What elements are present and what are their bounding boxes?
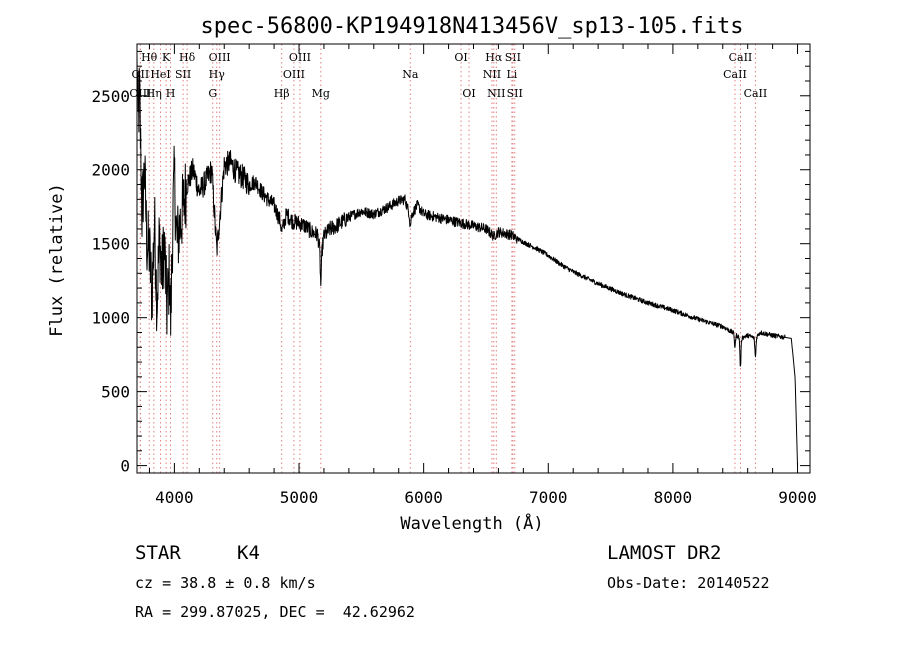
line-marker-label: HeI bbox=[150, 68, 170, 81]
subclass: K4 bbox=[237, 542, 260, 564]
x-tick-label: 4000 bbox=[155, 488, 194, 507]
survey-name: LAMOST DR2 bbox=[607, 542, 722, 564]
line-marker-label: Hα bbox=[485, 51, 503, 64]
x-axis-ticks: 4000 5000 6000 7000 8000 9000 bbox=[148, 44, 817, 507]
line-marker-label: SII bbox=[507, 87, 523, 100]
line-marker-label: K bbox=[162, 51, 171, 64]
line-marker-label: Mg bbox=[312, 87, 330, 100]
line-marker-label: Hβ bbox=[274, 87, 290, 100]
spectrum-line bbox=[136, 54, 798, 466]
line-marker-label: NII bbox=[487, 87, 505, 100]
line-marker-label: Hη bbox=[146, 87, 162, 100]
spectrum-layer bbox=[136, 54, 798, 466]
line-marker-label: G bbox=[208, 87, 217, 100]
line-marker-label: OI bbox=[462, 87, 475, 100]
line-marker-label: OIII bbox=[283, 68, 305, 81]
y-tick-label: 500 bbox=[101, 383, 130, 402]
line-marker-label: OIII bbox=[209, 51, 231, 64]
line-marker-label: CaII bbox=[744, 87, 768, 100]
line-marker-label: Li bbox=[506, 68, 517, 81]
line-marker-label: SII bbox=[175, 68, 191, 81]
y-axis-ticks: 0 500 1000 1500 2000 2500 bbox=[91, 50, 810, 476]
line-marker-label: Hγ bbox=[209, 68, 226, 81]
y-tick-label: 2000 bbox=[91, 161, 130, 180]
y-tick-label: 0 bbox=[120, 457, 130, 476]
redshift-readout: cz = 38.8 ± 0.8 km/s bbox=[135, 574, 316, 592]
y-tick-label: 1000 bbox=[91, 309, 130, 328]
line-marker-label: CaII bbox=[729, 51, 753, 64]
x-tick-label: 5000 bbox=[280, 488, 319, 507]
x-tick-label: 9000 bbox=[778, 488, 817, 507]
x-tick-label: 6000 bbox=[404, 488, 443, 507]
chart-title: spec-56800-KP194918N413456V_sp13-105.fit… bbox=[200, 14, 743, 39]
line-marker-label: OI bbox=[454, 51, 467, 64]
line-marker-label: H bbox=[166, 87, 176, 100]
y-tick-label: 2500 bbox=[91, 87, 130, 106]
plot-frame bbox=[136, 43, 811, 474]
object-class: STAR bbox=[135, 542, 181, 564]
coordinates-readout: RA = 299.87025, DEC = 42.62962 bbox=[135, 603, 415, 621]
line-marker-label: CaII bbox=[723, 68, 747, 81]
observation-date: Obs-Date: 20140522 bbox=[607, 574, 770, 592]
y-tick-label: 1500 bbox=[91, 235, 130, 254]
x-tick-label: 8000 bbox=[654, 488, 693, 507]
line-marker-label: Hδ bbox=[179, 51, 196, 64]
line-marker-label: OIII bbox=[289, 51, 311, 64]
line-marker-label: Na bbox=[402, 68, 419, 81]
x-axis-label: Wavelength (Å) bbox=[400, 512, 543, 534]
line-marker-label: OII bbox=[132, 68, 150, 81]
line-marker-label: SII bbox=[505, 51, 521, 64]
line-marker-label: NII bbox=[483, 68, 501, 81]
y-axis-label: Flux (relative) bbox=[47, 183, 67, 337]
x-tick-label: 7000 bbox=[529, 488, 568, 507]
line-marker-label: Hθ bbox=[141, 51, 158, 64]
